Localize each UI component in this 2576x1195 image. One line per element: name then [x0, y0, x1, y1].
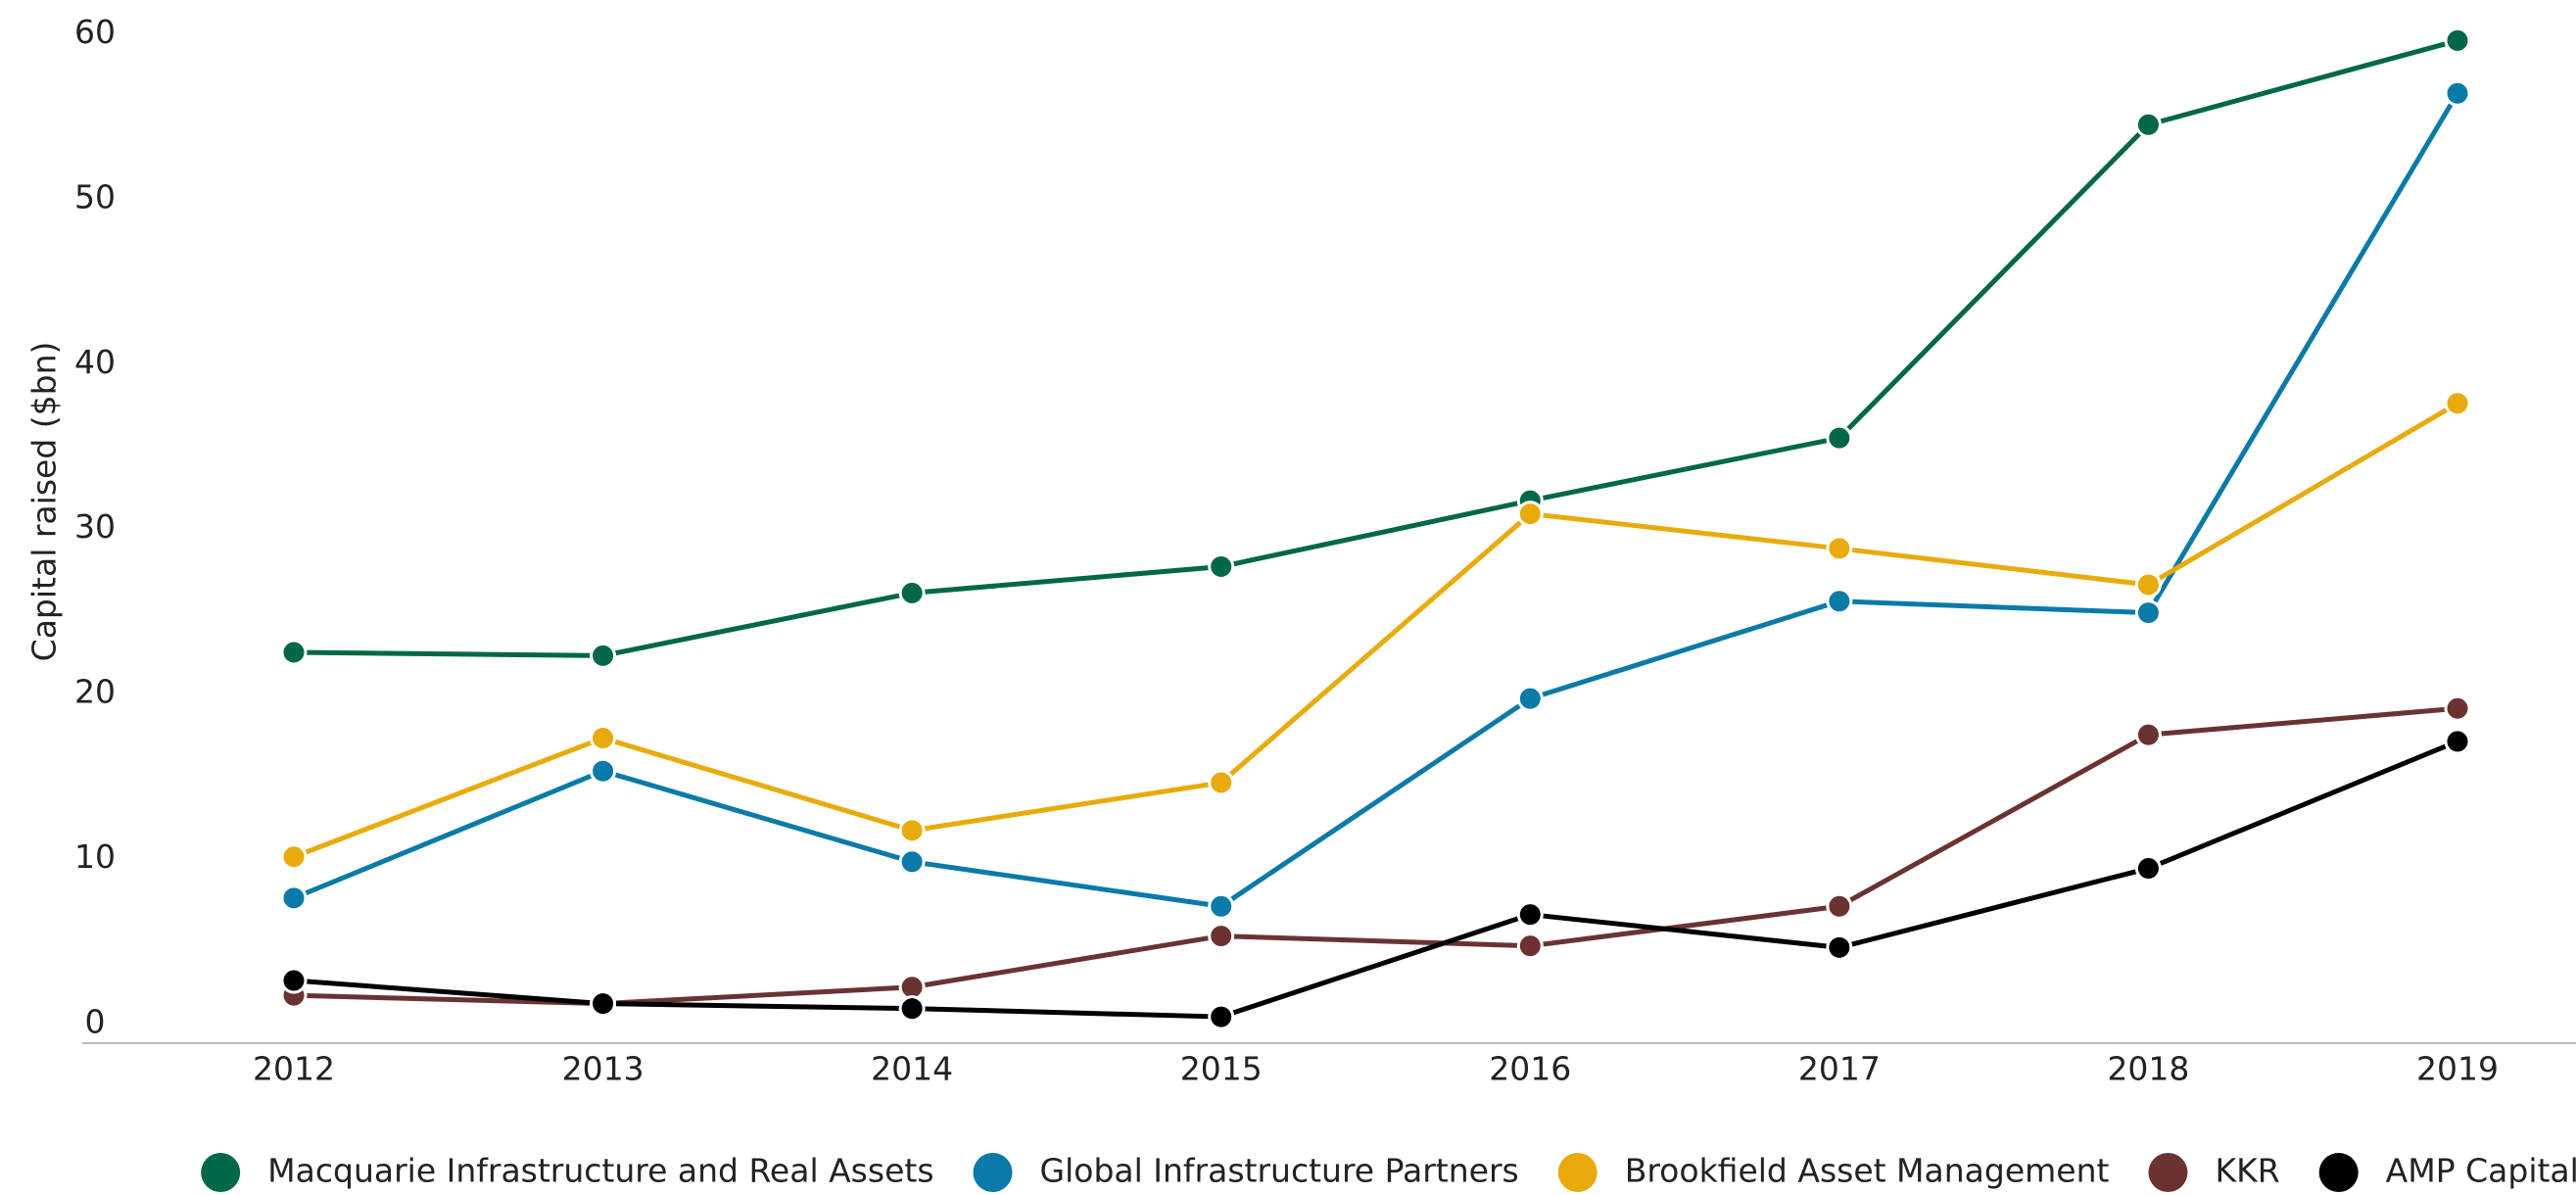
- series-line: [293, 739, 2458, 1020]
- data-point: [1208, 769, 1235, 796]
- data-point: [1208, 892, 1235, 920]
- x-tick-label: 2015: [1180, 1050, 1263, 1088]
- data-point: [2134, 721, 2162, 748]
- data-point: [898, 817, 926, 844]
- legend-label: KKR: [2215, 1152, 2279, 1190]
- legend-label: AMP Capital: [2386, 1152, 2576, 1190]
- series-line: [293, 92, 2460, 909]
- data-point: [2444, 694, 2471, 722]
- data-point: [1826, 588, 1853, 615]
- y-tick-label: 20: [74, 673, 116, 711]
- legend-label: Brookfield Asset Management: [1625, 1152, 2110, 1190]
- data-point: [280, 884, 308, 912]
- legend-marker: [973, 1153, 1013, 1192]
- x-tick-label: 2014: [871, 1050, 953, 1088]
- data-point: [590, 725, 617, 752]
- data-point: [898, 579, 926, 606]
- data-point: [1826, 424, 1853, 452]
- x-tick-label: 2012: [253, 1050, 335, 1088]
- data-point: [1516, 901, 1544, 929]
- y-axis-label: Capital raised ($bn): [25, 342, 64, 662]
- data-point: [2444, 728, 2471, 755]
- data-point: [2444, 79, 2471, 107]
- y-tick-label: 60: [74, 13, 116, 51]
- data-point: [1826, 535, 1853, 562]
- data-point: [2134, 571, 2162, 598]
- x-tick-label: 2016: [1489, 1050, 1571, 1088]
- legend-label: Global Infrastructure Partners: [1040, 1152, 1519, 1190]
- data-point: [1516, 932, 1544, 960]
- series-line: [293, 401, 2459, 860]
- y-tick-label: 50: [74, 178, 116, 216]
- data-point: [280, 967, 308, 994]
- x-tick-label: 2017: [1798, 1050, 1881, 1088]
- data-point: [590, 757, 617, 785]
- legend-marker: [2148, 1153, 2188, 1192]
- data-point: [590, 990, 617, 1018]
- x-tick-label: 2018: [2107, 1050, 2189, 1088]
- data-point: [2134, 855, 2162, 883]
- x-tick-label: 2019: [2416, 1050, 2499, 1088]
- data-point: [898, 848, 926, 876]
- y-tick-label: 40: [74, 343, 116, 381]
- series-line: [293, 705, 2458, 1007]
- legend-marker: [2318, 1153, 2359, 1192]
- data-point: [1208, 552, 1235, 580]
- data-point: [1516, 685, 1544, 712]
- legend-label: Macquarie Infrastructure and Real Assets: [267, 1152, 933, 1190]
- legend-marker: [201, 1153, 241, 1192]
- legend: Macquarie Infrastructure and Real Assets…: [201, 1152, 2576, 1192]
- data-point: [2134, 111, 2162, 138]
- data-point: [2444, 390, 2471, 417]
- data-point: [280, 843, 308, 871]
- data-point: [1516, 501, 1544, 528]
- data-point: [2134, 599, 2162, 627]
- data-point: [1208, 923, 1235, 950]
- y-tick-label: 0: [85, 1002, 106, 1040]
- y-tick-label: 10: [74, 837, 116, 876]
- x-tick-label: 2013: [562, 1050, 644, 1088]
- data-point: [280, 639, 308, 666]
- y-tick-label: 30: [74, 507, 116, 546]
- data-point: [1826, 892, 1853, 920]
- data-point: [2444, 26, 2471, 54]
- data-point: [1208, 1003, 1235, 1030]
- data-point: [898, 995, 926, 1023]
- series-line: [293, 37, 2458, 658]
- data-point: [590, 642, 617, 669]
- legend-marker: [1557, 1153, 1598, 1192]
- data-point: [1826, 933, 1853, 961]
